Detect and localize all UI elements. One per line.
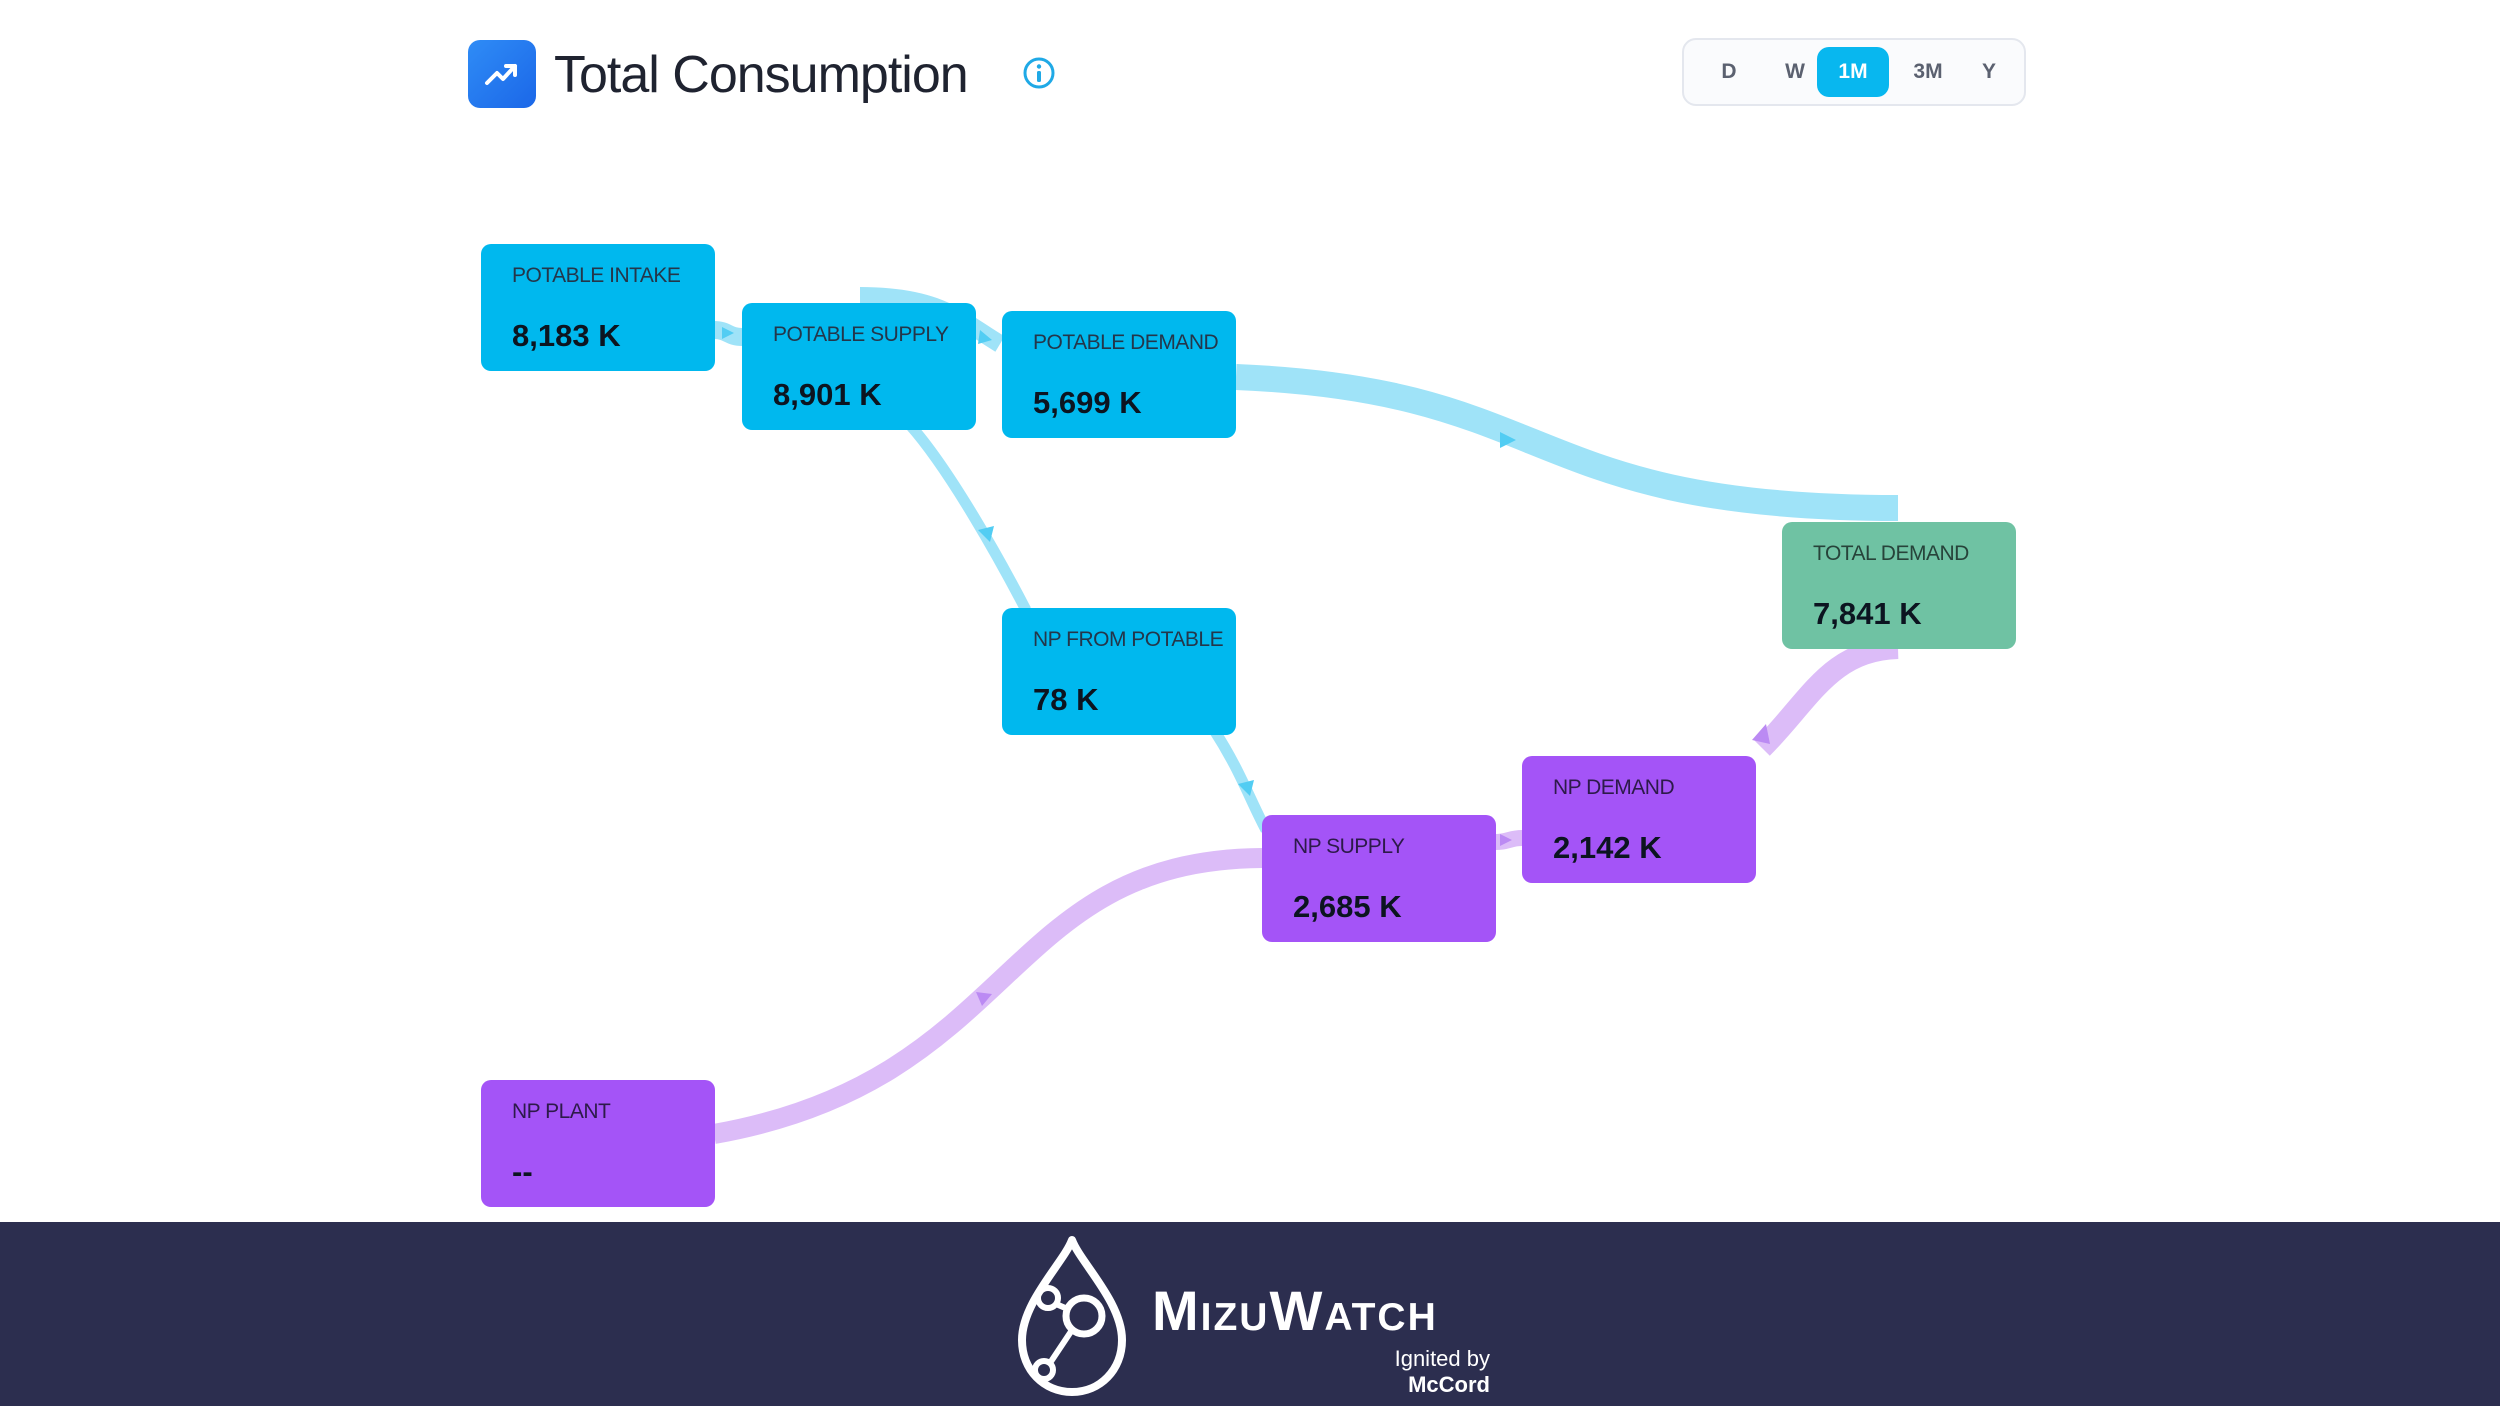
node-value: 2,685 K <box>1293 889 1402 924</box>
page-title: Total Consumption <box>554 46 969 104</box>
node-potable-supply[interactable]: POTABLE SUPPLY 8,901 K <box>742 303 976 430</box>
node-potable-demand[interactable]: POTABLE DEMAND 5,699 K <box>1002 311 1236 438</box>
water-drop-network-icon <box>1010 1232 1134 1400</box>
range-button-y[interactable]: Y <box>1981 60 1996 83</box>
node-np-plant[interactable]: NP PLANT -- <box>481 1080 715 1207</box>
node-label: NP PLANT <box>512 1100 611 1123</box>
node-potable-intake[interactable]: POTABLE INTAKE 8,183 K <box>481 244 715 371</box>
tagline-brand: McCord <box>1408 1372 1490 1397</box>
node-np-demand[interactable]: NP DEMAND 2,142 K <box>1522 756 1756 883</box>
time-range-selector: D W 1M 3M Y <box>1682 38 2026 106</box>
flow-potable-supply-to-np-from-potable <box>905 421 1031 613</box>
node-label: POTABLE DEMAND <box>1033 331 1219 354</box>
range-button-1m[interactable]: 1M <box>1817 47 1889 97</box>
node-label: NP DEMAND <box>1553 776 1675 799</box>
trending-up-icon <box>468 40 536 108</box>
node-total-demand[interactable]: TOTAL DEMAND 7,841 K <box>1782 522 2016 649</box>
node-label: NP SUPPLY <box>1293 835 1405 858</box>
tagline-prefix: Ignited by <box>1394 1346 1490 1371</box>
node-value: 2,142 K <box>1553 830 1662 865</box>
node-value: 8,901 K <box>773 377 882 412</box>
node-value: 5,699 K <box>1033 385 1142 420</box>
node-np-supply[interactable]: NP SUPPLY 2,685 K <box>1262 815 1496 942</box>
node-np-from-potable[interactable]: NP FROM POTABLE 78 K <box>1002 608 1236 735</box>
node-value: -- <box>512 1154 533 1189</box>
flow-potable-intake-to-supply <box>713 321 743 346</box>
flow-links <box>712 287 1899 1144</box>
node-value: 7,841 K <box>1813 596 1922 631</box>
node-label: POTABLE SUPPLY <box>773 323 949 346</box>
flow-np-from-potable-to-np-supply <box>1209 727 1271 833</box>
brand-name: MizuWatch <box>1152 1279 1438 1342</box>
flow-np-plant-to-np-supply <box>712 848 1263 1144</box>
flow-np-supply-to-np-demand <box>1495 830 1523 850</box>
brand-tagline: Ignited by McCord <box>1340 1346 1490 1398</box>
info-icon[interactable] <box>1022 56 1056 90</box>
flow-potable-demand-to-total <box>1235 364 1899 521</box>
consumption-panel: Total Consumption D W 1M 3M Y <box>468 38 2026 1207</box>
node-label: NP FROM POTABLE <box>1033 628 1224 651</box>
node-label: POTABLE INTAKE <box>512 264 681 287</box>
node-value: 78 K <box>1033 682 1099 717</box>
footer-banner: MizuWatch Ignited by McCord <box>0 1222 2500 1406</box>
node-value: 8,183 K <box>512 318 621 353</box>
flow-np-demand-to-total <box>1752 637 1899 756</box>
range-button-3m[interactable]: 3M <box>1913 60 1943 83</box>
range-button-d[interactable]: D <box>1721 60 1737 83</box>
node-label: TOTAL DEMAND <box>1813 542 1969 565</box>
range-button-w[interactable]: W <box>1785 60 1805 83</box>
